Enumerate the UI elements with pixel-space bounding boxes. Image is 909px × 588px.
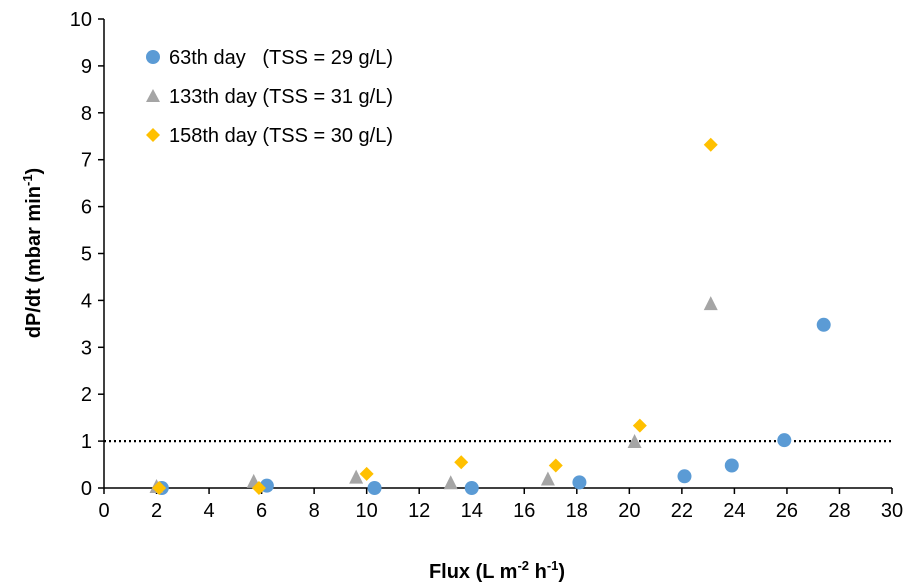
- x-axis-title: Flux (L m-2 h-1): [429, 558, 565, 583]
- y-tick-label: 1: [81, 431, 92, 453]
- data-point-triangle: [443, 475, 458, 490]
- x-tick-label: 0: [98, 500, 109, 522]
- data-point-diamond: [548, 458, 563, 473]
- y-tick-label: 7: [81, 150, 92, 172]
- x-tick-label: 14: [461, 500, 483, 522]
- data-point-circle: [724, 458, 739, 473]
- y-tick-label: 5: [81, 244, 92, 266]
- legend-label: 158th day (TSS = 30 g/L): [169, 125, 393, 147]
- x-tick-label: 6: [256, 500, 267, 522]
- data-point-diamond: [152, 481, 167, 495]
- x-tick-label: 2: [151, 500, 162, 522]
- y-tick-label: 8: [81, 103, 92, 125]
- data-point-diamond: [632, 418, 647, 433]
- x-tick-label: 4: [204, 500, 215, 522]
- data-point-triangle: [627, 434, 642, 449]
- legend-triangle-marker: [146, 89, 160, 102]
- legend-circle-marker: [146, 50, 160, 64]
- data-point-diamond: [454, 455, 469, 470]
- data-point-circle: [572, 475, 587, 490]
- x-tick-label: 20: [618, 500, 640, 522]
- x-tick-label: 26: [776, 500, 798, 522]
- data-point-triangle: [703, 296, 718, 311]
- data-point-triangle: [540, 471, 555, 486]
- y-tick-label: 6: [81, 197, 92, 219]
- y-tick-label: 9: [81, 56, 92, 78]
- data-point-circle: [677, 469, 692, 484]
- x-tick-label: 28: [828, 500, 850, 522]
- x-tick-label: 16: [513, 500, 535, 522]
- legend: 63th day (TSS = 29 g/L) 133th day (TSS =…: [146, 47, 393, 147]
- x-tick-label: 8: [309, 500, 320, 522]
- y-axis-title: dP/dt (mbar min-1): [20, 168, 45, 338]
- legend-label: 133th day (TSS = 31 g/L): [169, 86, 393, 108]
- x-tick-label: 10: [356, 500, 378, 522]
- legend-item-133th-day: 133th day (TSS = 31 g/L): [146, 86, 393, 108]
- x-tick-label: 22: [671, 500, 693, 522]
- data-point-circle: [367, 481, 382, 495]
- y-tick-label: 4: [81, 290, 92, 312]
- y-tick-label: 0: [81, 478, 92, 500]
- y-tick-label: 10: [70, 9, 92, 31]
- x-tick-label: 24: [723, 500, 745, 522]
- data-point-circle: [816, 317, 831, 332]
- data-point-circle: [777, 433, 792, 448]
- legend-diamond-marker: [146, 128, 160, 142]
- legend-label: 63th day (TSS = 29 g/L): [169, 47, 393, 69]
- y-tick-label: 2: [81, 384, 92, 406]
- x-tick-label: 30: [881, 500, 903, 522]
- y-tick-label: 3: [81, 337, 92, 359]
- axes: [98, 18, 893, 494]
- data-point-diamond: [251, 481, 266, 495]
- x-tick-label: 18: [566, 500, 588, 522]
- legend-item-63th-day: 63th day (TSS = 29 g/L): [146, 47, 393, 69]
- data-point-diamond: [359, 466, 374, 481]
- x-tick-label: 12: [408, 500, 430, 522]
- data-points: [149, 137, 831, 495]
- data-point-circle: [464, 481, 479, 495]
- legend-item-158th-day: 158th day (TSS = 30 g/L): [146, 125, 393, 147]
- data-point-triangle: [349, 469, 364, 484]
- data-point-diamond: [703, 137, 718, 152]
